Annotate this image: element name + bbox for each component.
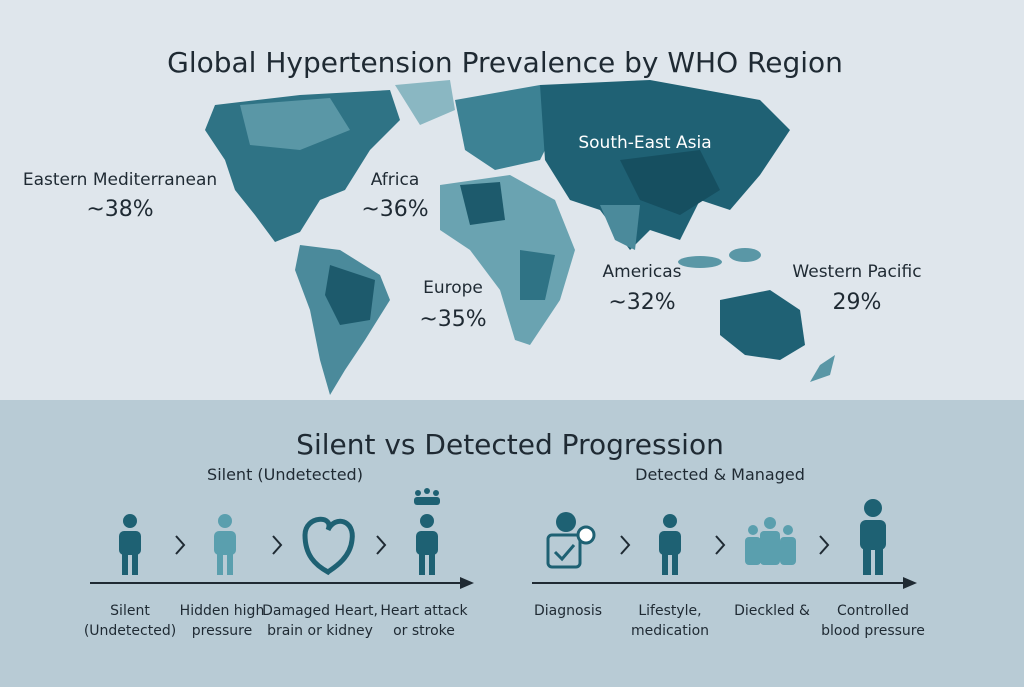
region-value: ~32% (608, 290, 675, 315)
canada (240, 98, 350, 150)
islands (729, 248, 761, 262)
icons (119, 488, 886, 576)
arrowhead (460, 577, 474, 589)
africa-east (520, 250, 555, 300)
step-label: or stroke (393, 623, 455, 639)
region-value: ~36% (361, 197, 428, 222)
diagnosis-icon (546, 512, 596, 569)
arrowhead (903, 577, 917, 589)
new-zealand (810, 355, 835, 382)
greenland (395, 80, 455, 125)
region-name: South-East Asia (578, 133, 711, 153)
track-label: Silent (Undetected) (207, 465, 363, 484)
step-arrows (175, 535, 830, 555)
region-name: Eastern Mediterranean (23, 170, 217, 190)
heart-icon (302, 516, 355, 576)
step-label: (Undetected) (84, 623, 176, 639)
section-title: Silent vs Detected Progression (296, 428, 724, 461)
track-label: Detected & Managed (635, 465, 805, 484)
africa-north (460, 182, 505, 225)
step-label: Dieckled & (734, 603, 810, 619)
group-icon (745, 517, 796, 565)
region-value: ~35% (419, 307, 486, 332)
step-label: brain or kidney (267, 623, 373, 639)
step-label: Damaged Heart, (262, 603, 378, 619)
title: Global Hypertension Prevalence by WHO Re… (167, 46, 843, 79)
person-icon (860, 499, 886, 575)
step-label: Hidden high (180, 603, 265, 619)
person-icon (416, 514, 438, 575)
world-map (205, 80, 835, 395)
region-name: Africa (371, 170, 420, 190)
brazil (325, 265, 375, 325)
step-label: pressure (192, 623, 252, 639)
step-label: medication (631, 623, 709, 639)
timelines (90, 577, 917, 589)
group-icon (414, 488, 440, 505)
step-label: Silent (110, 603, 150, 619)
region-name: Americas (603, 262, 682, 282)
china (620, 150, 720, 215)
region-value: 29% (833, 290, 882, 315)
australia (720, 290, 805, 360)
person-icon (119, 514, 141, 575)
person-icon (659, 514, 681, 575)
islands (678, 256, 722, 268)
step-label: Diagnosis (534, 603, 602, 619)
step-label: Heart attack (380, 603, 468, 619)
region-name: Europe (423, 278, 483, 298)
region-value: ~38% (86, 197, 153, 222)
europe (455, 85, 560, 170)
step-label: blood pressure (821, 623, 925, 639)
person-icon (214, 514, 236, 575)
region-name: Western Pacific (792, 262, 921, 282)
step-label: Controlled (837, 603, 909, 619)
step-label: Lifestyle, (638, 603, 701, 619)
india (600, 205, 640, 250)
bottom-panel (0, 400, 1024, 687)
